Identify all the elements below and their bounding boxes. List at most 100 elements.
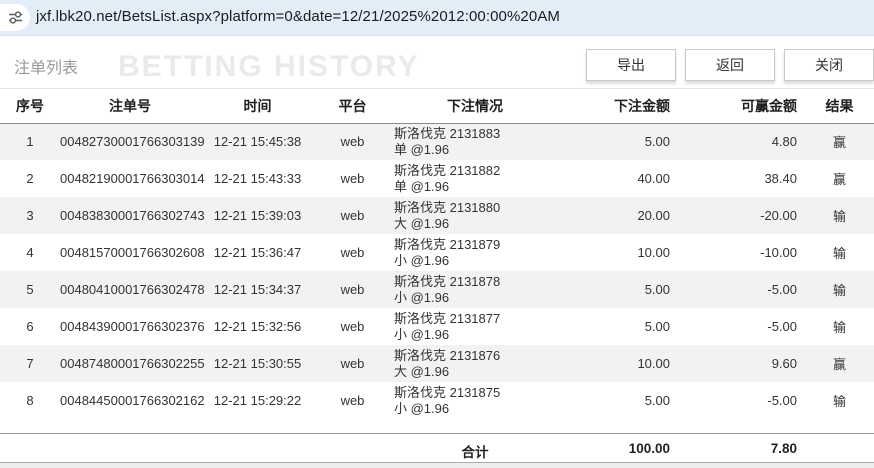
cell-bet-id: 00487480001766302255 xyxy=(60,356,205,371)
cell-bet-id: 00480410001766302478 xyxy=(60,282,205,297)
cell-amount: 40.00 xyxy=(637,171,670,186)
col-header-bet-id: 注单号 xyxy=(60,89,200,124)
bet-detail-match: 斯洛伐克 2131880 xyxy=(394,199,501,215)
total-amount: 100.00 xyxy=(628,441,670,456)
cell-bet-id: 00482730001766303139 xyxy=(60,134,205,150)
cell-bet-id: 00481570001766302608 xyxy=(60,245,205,260)
bet-detail-match: 斯洛伐克 2131877 xyxy=(394,310,501,326)
bet-detail-odds: 单 @1.96 xyxy=(394,178,450,194)
cell-platform: web xyxy=(340,282,365,297)
cell-bet-id: 00483830001766302743 xyxy=(60,208,205,223)
col-header-win: 可赢金额 xyxy=(680,89,805,124)
cell-result: 赢 xyxy=(832,357,846,372)
address-bar-url[interactable]: jxf.lbk20.net/BetsList.aspx?platform=0&d… xyxy=(36,8,561,25)
cell-time: 12-21 15:36:47 xyxy=(213,245,302,260)
cell-platform: web xyxy=(340,356,365,371)
table-row: 2 00482190001766303014 12-21 15:43:33 we… xyxy=(0,160,874,197)
cell-time: 12-21 15:45:38 xyxy=(213,134,302,150)
bet-detail-match: 斯洛伐克 2131883 xyxy=(394,125,501,141)
cell-amount: 10.00 xyxy=(637,245,670,260)
browser-address-bar[interactable]: jxf.lbk20.net/BetsList.aspx?platform=0&d… xyxy=(0,0,874,36)
cell-win: 38.40 xyxy=(764,171,797,186)
cell-result: 输 xyxy=(832,246,846,261)
cell-bet-detail: 斯洛伐克 2131876 大 @1.96 xyxy=(390,345,560,382)
page-header: 注单列表 BETTING HISTORY 导出 返回 关闭 xyxy=(0,36,874,89)
cell-platform: web xyxy=(340,319,365,334)
table-row: 4 00481570001766302608 12-21 15:36:47 we… xyxy=(0,234,874,271)
cell-result: 输 xyxy=(832,283,846,298)
table-footer-gap xyxy=(0,419,874,433)
cell-no: 1 xyxy=(26,134,34,150)
cell-amount: 10.00 xyxy=(637,356,670,371)
table-row: 3 00483830001766302743 12-21 15:39:03 we… xyxy=(0,197,874,234)
cell-win: -5.00 xyxy=(767,282,797,297)
cell-amount: 5.00 xyxy=(644,319,670,334)
cell-win: 4.80 xyxy=(771,134,797,150)
bet-detail-match: 斯洛伐克 2131875 xyxy=(394,384,501,400)
cell-bet-detail: 斯洛伐克 2131879 小 @1.96 xyxy=(390,234,560,271)
bets-table-header: 序号 注单号 时间 平台 下注情况 下注金额 可赢金额 结果 xyxy=(0,89,874,124)
table-row: 1 00482730001766303139 12-21 15:45:38 we… xyxy=(0,123,874,160)
cell-result: 输 xyxy=(832,394,846,409)
cell-amount: 20.00 xyxy=(637,208,670,223)
table-row: 8 00484450001766302162 12-21 15:29:22 we… xyxy=(0,382,874,419)
cell-bet-id: 00484390001766302376 xyxy=(60,319,205,334)
totals-row: 合计 100.00 7.80 xyxy=(0,433,874,463)
col-header-time: 时间 xyxy=(200,89,315,124)
cell-time: 12-21 15:32:56 xyxy=(213,319,302,334)
cell-no: 3 xyxy=(26,208,34,223)
bet-detail-match: 斯洛伐克 2131876 xyxy=(394,347,501,363)
cell-win: -5.00 xyxy=(767,319,797,334)
bet-detail-odds: 小 @1.96 xyxy=(394,252,450,268)
cell-win: 9.60 xyxy=(771,356,797,371)
cell-platform: web xyxy=(340,134,365,150)
cell-platform: web xyxy=(340,245,365,260)
cell-time: 12-21 15:30:55 xyxy=(213,356,302,371)
cell-bet-id: 00482190001766303014 xyxy=(60,171,205,186)
cell-time: 12-21 15:43:33 xyxy=(213,171,302,186)
cell-win: -10.00 xyxy=(760,245,797,260)
cell-time: 12-21 15:34:37 xyxy=(213,282,302,297)
bets-table-body: 1 00482730001766303139 12-21 15:45:38 we… xyxy=(0,123,874,419)
cell-platform: web xyxy=(340,171,365,186)
cell-no: 7 xyxy=(26,356,34,371)
cell-platform: web xyxy=(340,208,365,223)
cell-time: 12-21 15:39:03 xyxy=(213,208,302,223)
table-row: 7 00487480001766302255 12-21 15:30:55 we… xyxy=(0,345,874,382)
col-header-result: 结果 xyxy=(805,89,874,124)
bet-detail-match: 斯洛伐克 2131882 xyxy=(394,162,501,178)
back-button[interactable]: 返回 xyxy=(685,49,775,81)
cell-bet-detail: 斯洛伐克 2131882 单 @1.96 xyxy=(390,160,560,197)
page-title: 注单列表 xyxy=(14,60,79,77)
table-row: 5 00480410001766302478 12-21 15:34:37 we… xyxy=(0,271,874,308)
bet-detail-odds: 小 @1.96 xyxy=(394,400,450,416)
cell-bet-detail: 斯洛伐克 2131875 小 @1.96 xyxy=(390,382,560,419)
export-button[interactable]: 导出 xyxy=(586,49,676,81)
cell-result: 输 xyxy=(832,320,846,335)
bet-detail-odds: 小 @1.96 xyxy=(394,289,450,305)
bets-table: 序号 注单号 时间 平台 下注情况 下注金额 可赢金额 结果 1 0048273… xyxy=(0,89,874,419)
table-row: 6 00484390001766302376 12-21 15:32:56 we… xyxy=(0,308,874,345)
cell-no: 5 xyxy=(26,282,34,297)
total-label: 合计 xyxy=(461,445,489,460)
cell-amount: 5.00 xyxy=(644,134,670,150)
col-header-platform: 平台 xyxy=(315,89,390,124)
bet-detail-odds: 大 @1.96 xyxy=(394,363,450,379)
cell-result: 赢 xyxy=(832,135,846,151)
cell-platform: web xyxy=(340,393,365,408)
bet-detail-odds: 单 @1.96 xyxy=(394,141,450,157)
cell-no: 2 xyxy=(26,171,34,186)
cell-no: 6 xyxy=(26,319,34,334)
header-button-group: 导出 返回 关闭 xyxy=(586,49,874,81)
col-header-no: 序号 xyxy=(0,89,60,124)
cell-bet-detail: 斯洛伐克 2131883 单 @1.96 xyxy=(390,123,560,160)
cell-bet-detail: 斯洛伐克 2131877 小 @1.96 xyxy=(390,308,560,345)
cell-bet-id: 00484450001766302162 xyxy=(60,393,205,408)
site-settings-sliders-icon xyxy=(9,11,22,24)
close-button[interactable]: 关闭 xyxy=(784,49,874,81)
bottom-strip xyxy=(0,463,874,468)
cell-result: 赢 xyxy=(832,172,846,187)
bet-detail-match: 斯洛伐克 2131878 xyxy=(394,273,501,289)
site-permissions-pill[interactable] xyxy=(0,4,30,31)
bet-detail-odds: 小 @1.96 xyxy=(394,326,450,342)
